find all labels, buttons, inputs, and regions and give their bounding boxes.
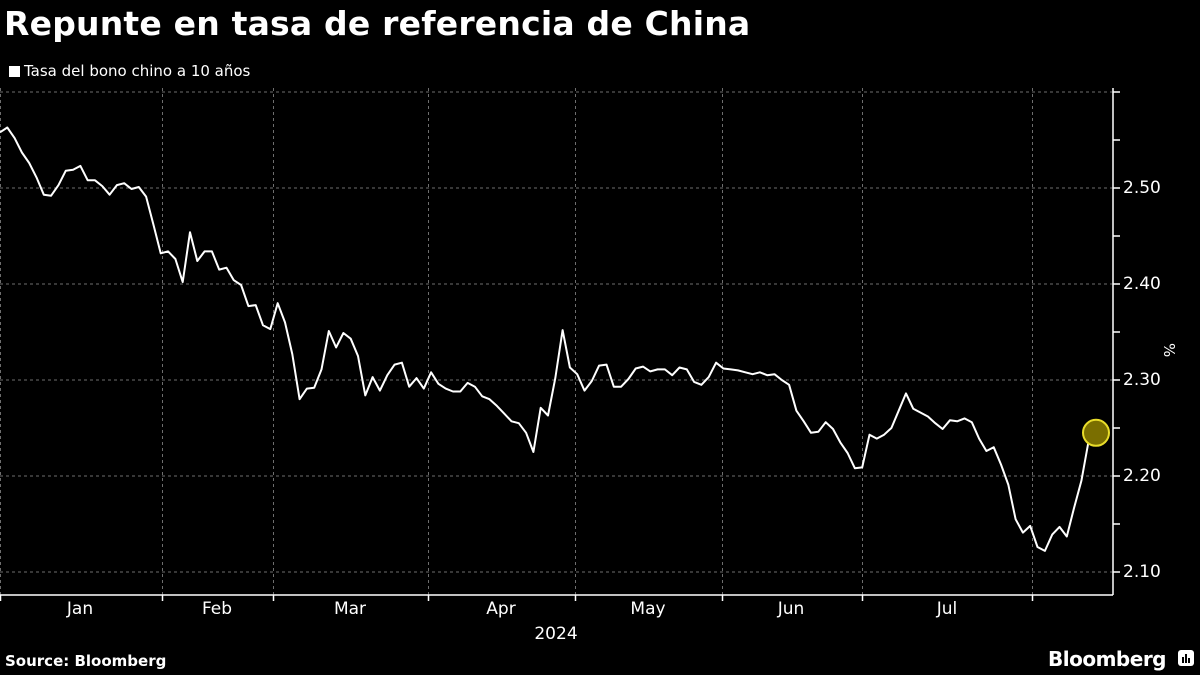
y-tick-label: 2.20 <box>1123 466 1161 486</box>
axes <box>0 88 1120 601</box>
source-note: Source: Bloomberg <box>5 652 167 670</box>
y-tick-label: 2.50 <box>1123 178 1161 198</box>
y-tick-label: 2.30 <box>1123 370 1161 390</box>
legend-swatch-icon <box>9 65 20 77</box>
legend: Tasa del bono chino a 10 años <box>9 62 250 80</box>
x-tick-label-jan: Jan <box>66 599 94 619</box>
y-tick-label: 2.40 <box>1123 274 1161 294</box>
brand-logo: Bloomberg <box>1048 647 1166 671</box>
x-tick-label-jul: Jul <box>936 599 958 619</box>
bloomberg-chart-icon <box>1178 650 1194 666</box>
x-tick-label-jun: Jun <box>777 599 805 619</box>
last-value-marker <box>1082 418 1110 447</box>
y-axis-unit: % <box>1160 343 1178 358</box>
x-tick-label-apr: Apr <box>486 599 516 619</box>
legend-label: Tasa del bono chino a 10 años <box>24 62 251 80</box>
x-tick-label-mar: Mar <box>333 599 367 619</box>
gridlines <box>0 88 1113 595</box>
x-axis-year: 2024 <box>534 624 578 644</box>
x-tick-label-may: May <box>630 599 666 619</box>
y-tick-label: 2.10 <box>1123 562 1161 582</box>
chart-title: Repunte en tasa de referencia de China <box>4 4 751 43</box>
x-tick-label-feb: Feb <box>201 599 233 619</box>
yield-line <box>0 126 1097 552</box>
